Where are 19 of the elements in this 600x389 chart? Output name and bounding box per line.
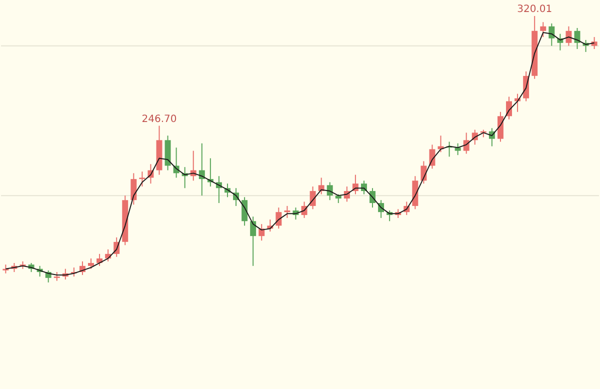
- candlestick: [139, 171, 146, 188]
- candlestick: [420, 160, 427, 184]
- candlestick: [463, 132, 470, 154]
- candlestick: [540, 22, 546, 38]
- candlestick: [548, 22, 555, 46]
- candlestick: [506, 96, 512, 120]
- candlestick: [276, 207, 282, 230]
- candlestick: [284, 205, 290, 218]
- candlestick: [130, 172, 137, 206]
- annotation: 320.01: [517, 4, 552, 15]
- candlestick: [454, 142, 461, 156]
- candlestick: [326, 182, 333, 201]
- annotation: 246.70: [142, 114, 177, 125]
- candlestick: [497, 111, 504, 142]
- candlestick: [310, 186, 316, 210]
- candlestick: [566, 26, 572, 46]
- candlestick: [88, 258, 94, 270]
- candlestick: [250, 216, 256, 266]
- candlestick: [242, 196, 248, 226]
